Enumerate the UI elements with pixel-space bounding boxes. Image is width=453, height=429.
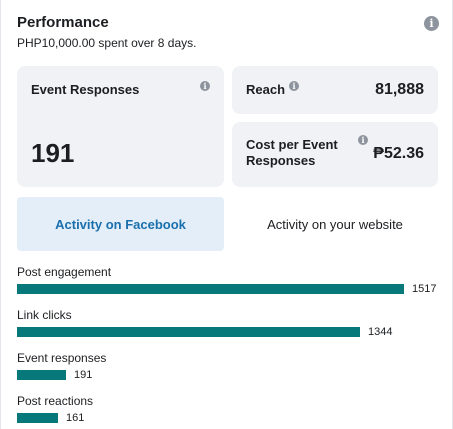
metric-value: 191 [74, 369, 93, 381]
tab-activity-on-website[interactable]: Activity on your website [267, 216, 403, 232]
metric-label: Post engagement [17, 265, 112, 279]
spend-summary: PHP10,000.00 spent over 8 days. [17, 36, 197, 50]
cost-per-event-card: Cost per Event Responses i ₱52.36 [232, 122, 438, 187]
metric-label: Link clicks [17, 308, 72, 322]
panel-title: Performance [17, 14, 109, 31]
reach-card: Reach i 81,888 [232, 66, 438, 114]
cost-per-event-label: Cost per Event Responses [246, 137, 338, 168]
event-responses-card: Event Responses i 191 [17, 66, 224, 187]
info-icon[interactable]: i [289, 81, 299, 91]
event-responses-value: 191 [31, 138, 75, 168]
reach-value: 81,888 [375, 81, 424, 98]
reach-label: Reach [246, 82, 286, 97]
info-icon[interactable]: i [424, 16, 439, 31]
event-responses-label: Event Responses [31, 82, 140, 97]
tab-activity-on-facebook[interactable]: Activity on Facebook [17, 197, 224, 251]
metric-value: 161 [66, 412, 85, 424]
metric-label: Event responses [17, 351, 107, 365]
metric-bar [17, 413, 58, 423]
info-icon[interactable]: i [200, 81, 210, 91]
cost-per-event-value: ₱52.36 [373, 145, 424, 162]
info-icon[interactable]: i [358, 135, 368, 145]
metric-bar [17, 284, 404, 294]
metric-label: Post reactions [17, 394, 94, 408]
metric-bar [17, 327, 360, 337]
metric-value: 1344 [368, 326, 393, 338]
metric-bar [17, 370, 66, 380]
metric-value: 1517 [412, 283, 437, 295]
